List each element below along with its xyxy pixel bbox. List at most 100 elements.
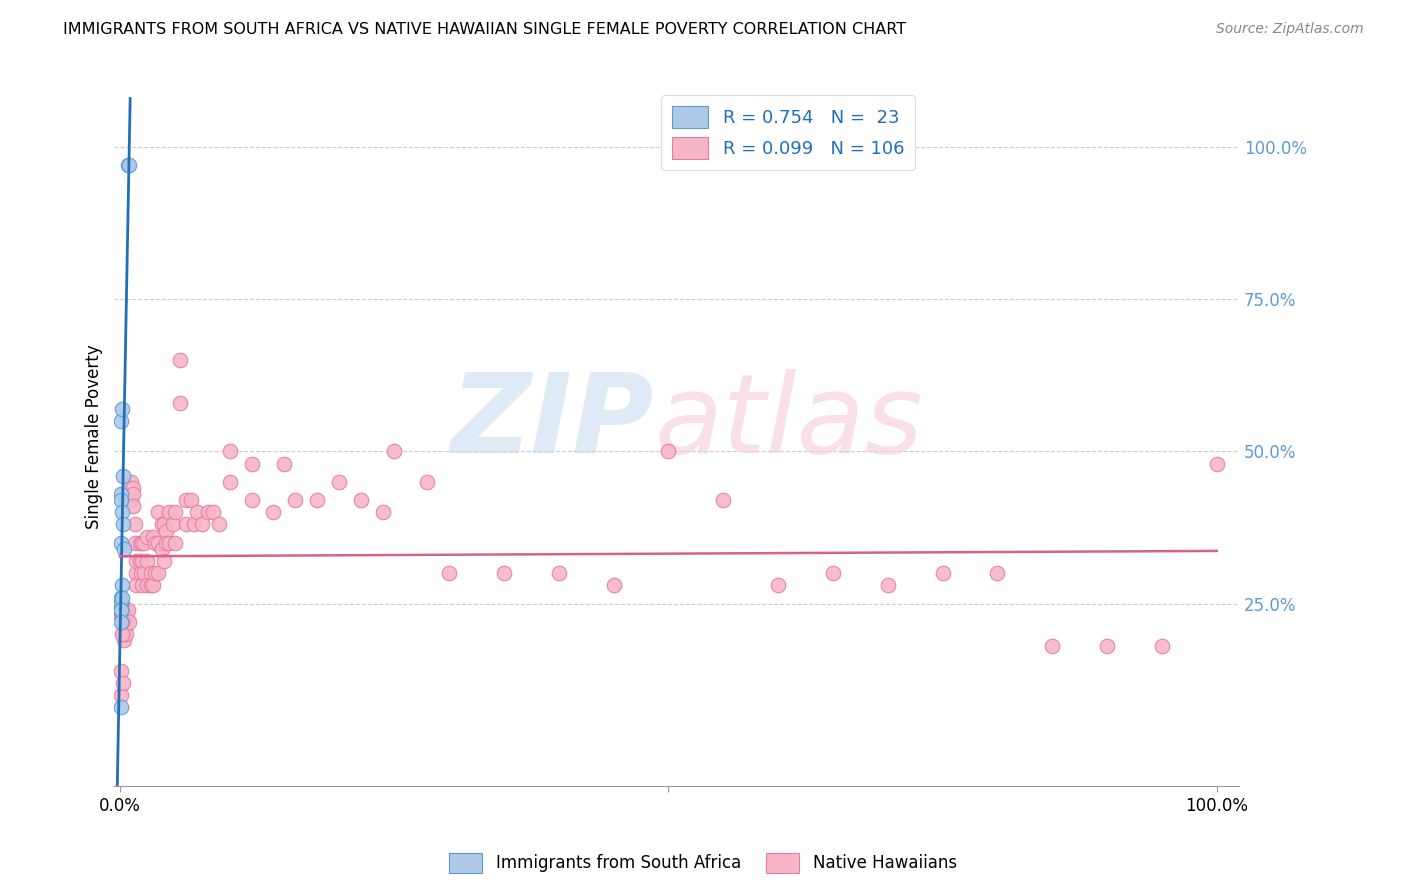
Point (112, 602, 135, 616)
Point (110, 602, 132, 616)
Point (110, 493, 132, 508)
Point (155, 535, 177, 549)
Point (174, 493, 197, 508)
Point (437, 566, 460, 581)
Point (139, 566, 162, 581)
Point (328, 475, 350, 489)
Point (240, 493, 263, 508)
Point (142, 578, 165, 592)
Point (180, 493, 202, 508)
Point (110, 602, 132, 616)
Point (120, 493, 142, 508)
Point (110, 591, 132, 605)
Point (111, 578, 134, 592)
Point (118, 615, 141, 629)
Point (169, 396, 191, 410)
Point (157, 505, 180, 519)
Point (131, 535, 153, 549)
Point (711, 493, 734, 508)
Point (174, 517, 197, 532)
Point (110, 602, 132, 616)
Text: atlas: atlas (654, 368, 922, 475)
Point (111, 615, 134, 629)
Point (112, 468, 135, 483)
Point (122, 500, 145, 514)
Point (150, 541, 173, 556)
Point (122, 487, 145, 501)
Point (284, 493, 307, 508)
Point (110, 535, 132, 549)
Point (382, 444, 405, 458)
Point (131, 554, 153, 568)
Point (122, 481, 145, 495)
Point (155, 524, 177, 538)
Point (307, 493, 329, 508)
Point (112, 541, 135, 556)
Point (876, 578, 898, 592)
Point (112, 615, 135, 629)
Point (129, 566, 152, 581)
Point (602, 578, 624, 592)
Point (183, 517, 205, 532)
Point (373, 505, 395, 519)
Point (986, 566, 1008, 581)
Point (148, 505, 170, 519)
Point (273, 457, 295, 471)
Point (111, 401, 134, 416)
Point (142, 530, 165, 544)
Point (132, 535, 155, 549)
Point (118, 158, 141, 172)
Point (416, 475, 439, 489)
Point (657, 444, 679, 458)
Point (492, 566, 515, 581)
Point (547, 566, 569, 581)
Point (110, 602, 132, 616)
Point (143, 566, 166, 581)
Point (111, 627, 134, 641)
Legend: R = 0.754   N =  23, R = 0.099   N = 106: R = 0.754 N = 23, R = 0.099 N = 106 (661, 95, 915, 170)
Point (112, 675, 135, 690)
Point (110, 688, 132, 702)
Point (112, 615, 135, 629)
Point (143, 535, 166, 549)
Point (114, 621, 136, 635)
Legend: Immigrants from South Africa, Native Hawaiians: Immigrants from South Africa, Native Haw… (443, 847, 963, 880)
Y-axis label: Single Female Poverty: Single Female Poverty (86, 344, 103, 529)
Point (111, 597, 134, 611)
Point (157, 535, 180, 549)
Point (117, 602, 139, 616)
Point (350, 493, 373, 508)
Point (766, 578, 789, 592)
Point (148, 566, 170, 581)
Text: IMMIGRANTS FROM SOUTH AFRICA VS NATIVE HAWAIIAN SINGLE FEMALE POVERTY CORRELATIO: IMMIGRANTS FROM SOUTH AFRICA VS NATIVE H… (63, 22, 907, 37)
Point (112, 627, 135, 641)
Point (125, 554, 148, 568)
Point (112, 633, 135, 648)
Point (191, 517, 214, 532)
Point (1205, 457, 1227, 471)
Point (110, 597, 132, 611)
Point (263, 505, 285, 519)
Point (110, 700, 132, 714)
Point (152, 554, 174, 568)
Point (111, 608, 134, 623)
Text: ZIP: ZIP (450, 368, 654, 475)
Point (139, 578, 162, 592)
Point (150, 517, 173, 532)
Point (110, 664, 132, 678)
Point (1095, 639, 1118, 653)
Point (131, 578, 153, 592)
Point (152, 517, 174, 532)
Point (218, 444, 240, 458)
Point (931, 566, 953, 581)
Point (124, 517, 146, 532)
Point (124, 535, 146, 549)
Point (162, 517, 184, 532)
Point (110, 602, 132, 616)
Point (115, 608, 138, 623)
Point (207, 517, 229, 532)
Point (218, 475, 240, 489)
Point (136, 578, 159, 592)
Point (110, 597, 132, 611)
Point (114, 621, 136, 635)
